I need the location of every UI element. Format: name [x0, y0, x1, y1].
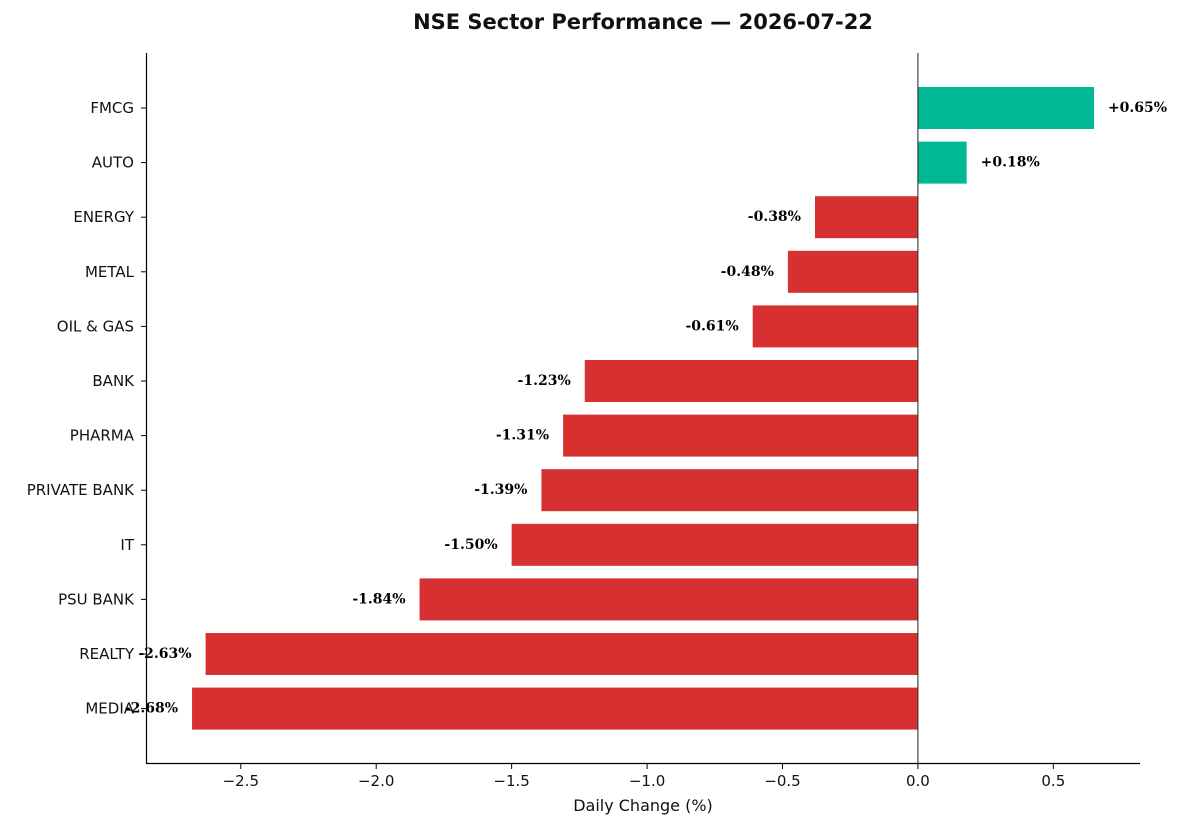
bar-private-bank — [541, 469, 918, 512]
axes-layer — [145, 53, 1140, 765]
data-label: -1.31% — [496, 428, 549, 444]
x-tick-label: −2.5 — [223, 772, 259, 790]
x-tick-label: −2.0 — [358, 772, 394, 790]
x-tick-label: 0.0 — [906, 772, 930, 790]
data-label: -0.61% — [685, 318, 738, 334]
data-label: -0.48% — [721, 264, 774, 280]
bar-auto — [917, 141, 967, 184]
x-tick-label: −1.5 — [493, 772, 529, 790]
x-tick-label: 0.5 — [1041, 772, 1065, 790]
y-tick-label: IT — [120, 536, 134, 554]
data-label: -2.63% — [138, 646, 191, 662]
x-ticks-layer: −2.5 −2.0 −1.5 −1.0 −0.5 0.0 0.5 — [223, 763, 1065, 790]
data-labels-layer: +0.65% +0.18% -0.38% -0.48% -0.61% -1.23% -1.3… — [125, 100, 1167, 717]
y-tick-label: OIL & GAS — [57, 317, 134, 335]
x-axis-label: Daily Change (%) — [573, 796, 713, 815]
data-label: -1.84% — [352, 591, 405, 607]
bar-media — [192, 687, 918, 730]
data-label: -1.39% — [474, 482, 527, 498]
y-tick-label: REALTY — [79, 645, 135, 663]
data-label: -1.23% — [518, 373, 571, 389]
category-labels-layer: FMCG AUTO ENERGY METAL OIL & GAS BANK PHARMA PR… — [27, 99, 146, 718]
x-tick-label: −0.5 — [764, 772, 800, 790]
x-tick-label: −1.0 — [629, 772, 665, 790]
y-tick-label: PHARMA — [70, 427, 135, 445]
bar-pharma — [563, 414, 918, 457]
y-tick-label: BANK — [92, 372, 135, 390]
bar-oil-gas — [752, 305, 918, 348]
y-tick-label: PSU BANK — [58, 590, 135, 608]
y-tick-label: MEDIA — [85, 700, 134, 718]
data-label: -0.38% — [748, 209, 801, 225]
bar-psu-bank — [419, 578, 918, 621]
bar-bank — [584, 360, 918, 402]
bar-fmcg — [917, 87, 1094, 129]
y-tick-label: METAL — [85, 263, 135, 281]
y-tick-label: FMCG — [90, 99, 134, 117]
y-tick-label: ENERGY — [73, 208, 134, 226]
bar-metal — [787, 250, 918, 293]
chart-title: NSE Sector Performance — 2026-07-22 — [413, 10, 873, 34]
data-label: -1.50% — [444, 537, 497, 553]
y-tick-label: PRIVATE BANK — [27, 481, 135, 499]
bars-layer — [192, 87, 1094, 730]
data-label: +0.65% — [1108, 100, 1167, 116]
y-tick-label: AUTO — [92, 154, 134, 172]
bar-energy — [814, 196, 918, 239]
bar-realty — [205, 633, 918, 675]
data-label: -2.68% — [125, 701, 178, 717]
bar-it — [511, 523, 918, 566]
data-label: +0.18% — [981, 155, 1040, 171]
